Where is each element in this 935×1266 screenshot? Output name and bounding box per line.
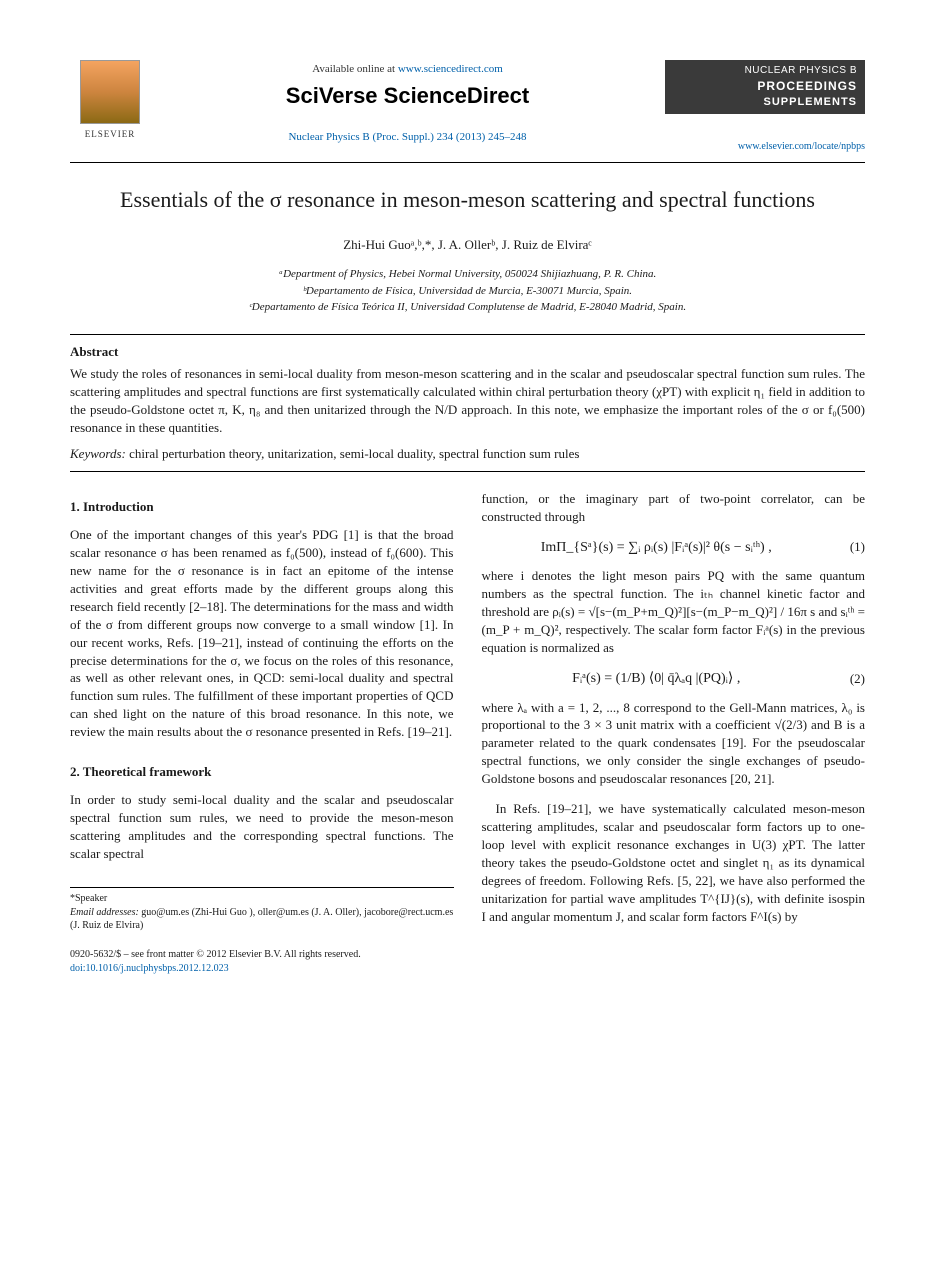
badge-line1: NUCLEAR PHYSICS B <box>673 64 857 78</box>
abstract-text: We study the roles of resonances in semi… <box>70 365 865 437</box>
abstract-block: Abstract We study the roles of resonance… <box>70 343 865 463</box>
equation-1-body: ImΠ_{Sᵃ}(s) = ∑ᵢ ρᵢ(s) |Fᵢᵃ(s)|² θ(s − s… <box>482 538 832 558</box>
keywords-text: chiral perturbation theory, unitarizatio… <box>126 446 580 461</box>
badge-line2: PROCEEDINGS <box>673 78 857 95</box>
copyright-line: 0920-5632/$ – see front matter © 2012 El… <box>70 948 361 976</box>
footnotes: *Speaker Email addresses: guo@um.es (Zhi… <box>70 887 454 933</box>
copyright-text: 0920-5632/$ – see front matter © 2012 El… <box>70 949 361 960</box>
col2-paragraph-2: where i denotes the light meson pairs PQ… <box>482 567 866 657</box>
journal-badge: NUCLEAR PHYSICS B PROCEEDINGS SUPPLEMENT… <box>665 60 865 114</box>
affiliation: ᵇDepartamento de Física, Universidad de … <box>70 283 865 300</box>
col2-paragraph-3: where λₐ with a = 1, 2, ..., 8 correspon… <box>482 699 866 789</box>
intro-paragraph: One of the important changes of this yea… <box>70 526 454 741</box>
col2-paragraph-1: function, or the imaginary part of two-p… <box>482 490 866 526</box>
journal-reference: Nuclear Physics B (Proc. Suppl.) 234 (20… <box>150 130 665 145</box>
affiliation: ᶜDepartamento de Física Teórica II, Univ… <box>70 299 865 316</box>
rule-below-abstract <box>70 471 865 472</box>
equation-2-number: (2) <box>831 670 865 688</box>
rule-top <box>70 162 865 163</box>
keywords-label: Keywords: <box>70 446 126 461</box>
sciverse-brand: SciVerse ScienceDirect <box>150 81 665 112</box>
locate-link[interactable]: www.elsevier.com/locate/npbps <box>665 140 865 154</box>
authors-line: Zhi-Hui Guoᵃ,ᵇ,*, J. A. Ollerᵇ, J. Ruiz … <box>70 236 865 254</box>
keywords-line: Keywords: chiral perturbation theory, un… <box>70 445 865 463</box>
affiliation: ᵃDepartment of Physics, Hebei Normal Uni… <box>70 266 865 283</box>
badge-line3: SUPPLEMENTS <box>673 95 857 110</box>
body-columns: 1. Introduction One of the important cha… <box>70 490 865 938</box>
doi-link[interactable]: doi:10.1016/j.nuclphysbps.2012.12.023 <box>70 963 229 974</box>
section-heading-2: 2. Theoretical framework <box>70 763 454 781</box>
abstract-heading: Abstract <box>70 343 865 361</box>
speaker-note: *Speaker <box>70 892 454 906</box>
emails-line: Email addresses: guo@um.es (Zhi-Hui Guo … <box>70 906 454 933</box>
footer-row: 0920-5632/$ – see front matter © 2012 El… <box>70 948 865 976</box>
col2-paragraph-4: In Refs. [19–21], we have systematically… <box>482 800 866 926</box>
emails-label: Email addresses: <box>70 907 139 918</box>
available-online: Available online at www.sciencedirect.co… <box>150 62 665 77</box>
section-heading-1: 1. Introduction <box>70 498 454 516</box>
publisher-block: ELSEVIER <box>70 60 150 141</box>
available-prefix: Available online at <box>312 63 398 75</box>
theory-paragraph-1: In order to study semi-local duality and… <box>70 791 454 863</box>
equation-1-number: (1) <box>831 538 865 556</box>
left-column: 1. Introduction One of the important cha… <box>70 490 454 938</box>
publisher-name: ELSEVIER <box>85 128 136 141</box>
journal-header: ELSEVIER Available online at www.science… <box>70 60 865 154</box>
equation-2-body: Fᵢᵃ(s) = (1/B) ⟨0| q̄λₐq |(PQ)ᵢ⟩ , <box>482 669 832 689</box>
sciencedirect-link[interactable]: www.sciencedirect.com <box>398 63 503 75</box>
article-title: Essentials of the σ resonance in meson-m… <box>70 185 865 216</box>
equation-2: Fᵢᵃ(s) = (1/B) ⟨0| q̄λₐq |(PQ)ᵢ⟩ , (2) <box>482 669 866 689</box>
header-right: NUCLEAR PHYSICS B PROCEEDINGS SUPPLEMENT… <box>665 60 865 154</box>
equation-1: ImΠ_{Sᵃ}(s) = ∑ᵢ ρᵢ(s) |Fᵢᵃ(s)|² θ(s − s… <box>482 538 866 558</box>
rule-above-abstract <box>70 334 865 335</box>
right-column: function, or the imaginary part of two-p… <box>482 490 866 938</box>
affiliations: ᵃDepartment of Physics, Hebei Normal Uni… <box>70 266 865 316</box>
header-center: Available online at www.sciencedirect.co… <box>150 60 665 146</box>
elsevier-logo <box>80 60 140 124</box>
